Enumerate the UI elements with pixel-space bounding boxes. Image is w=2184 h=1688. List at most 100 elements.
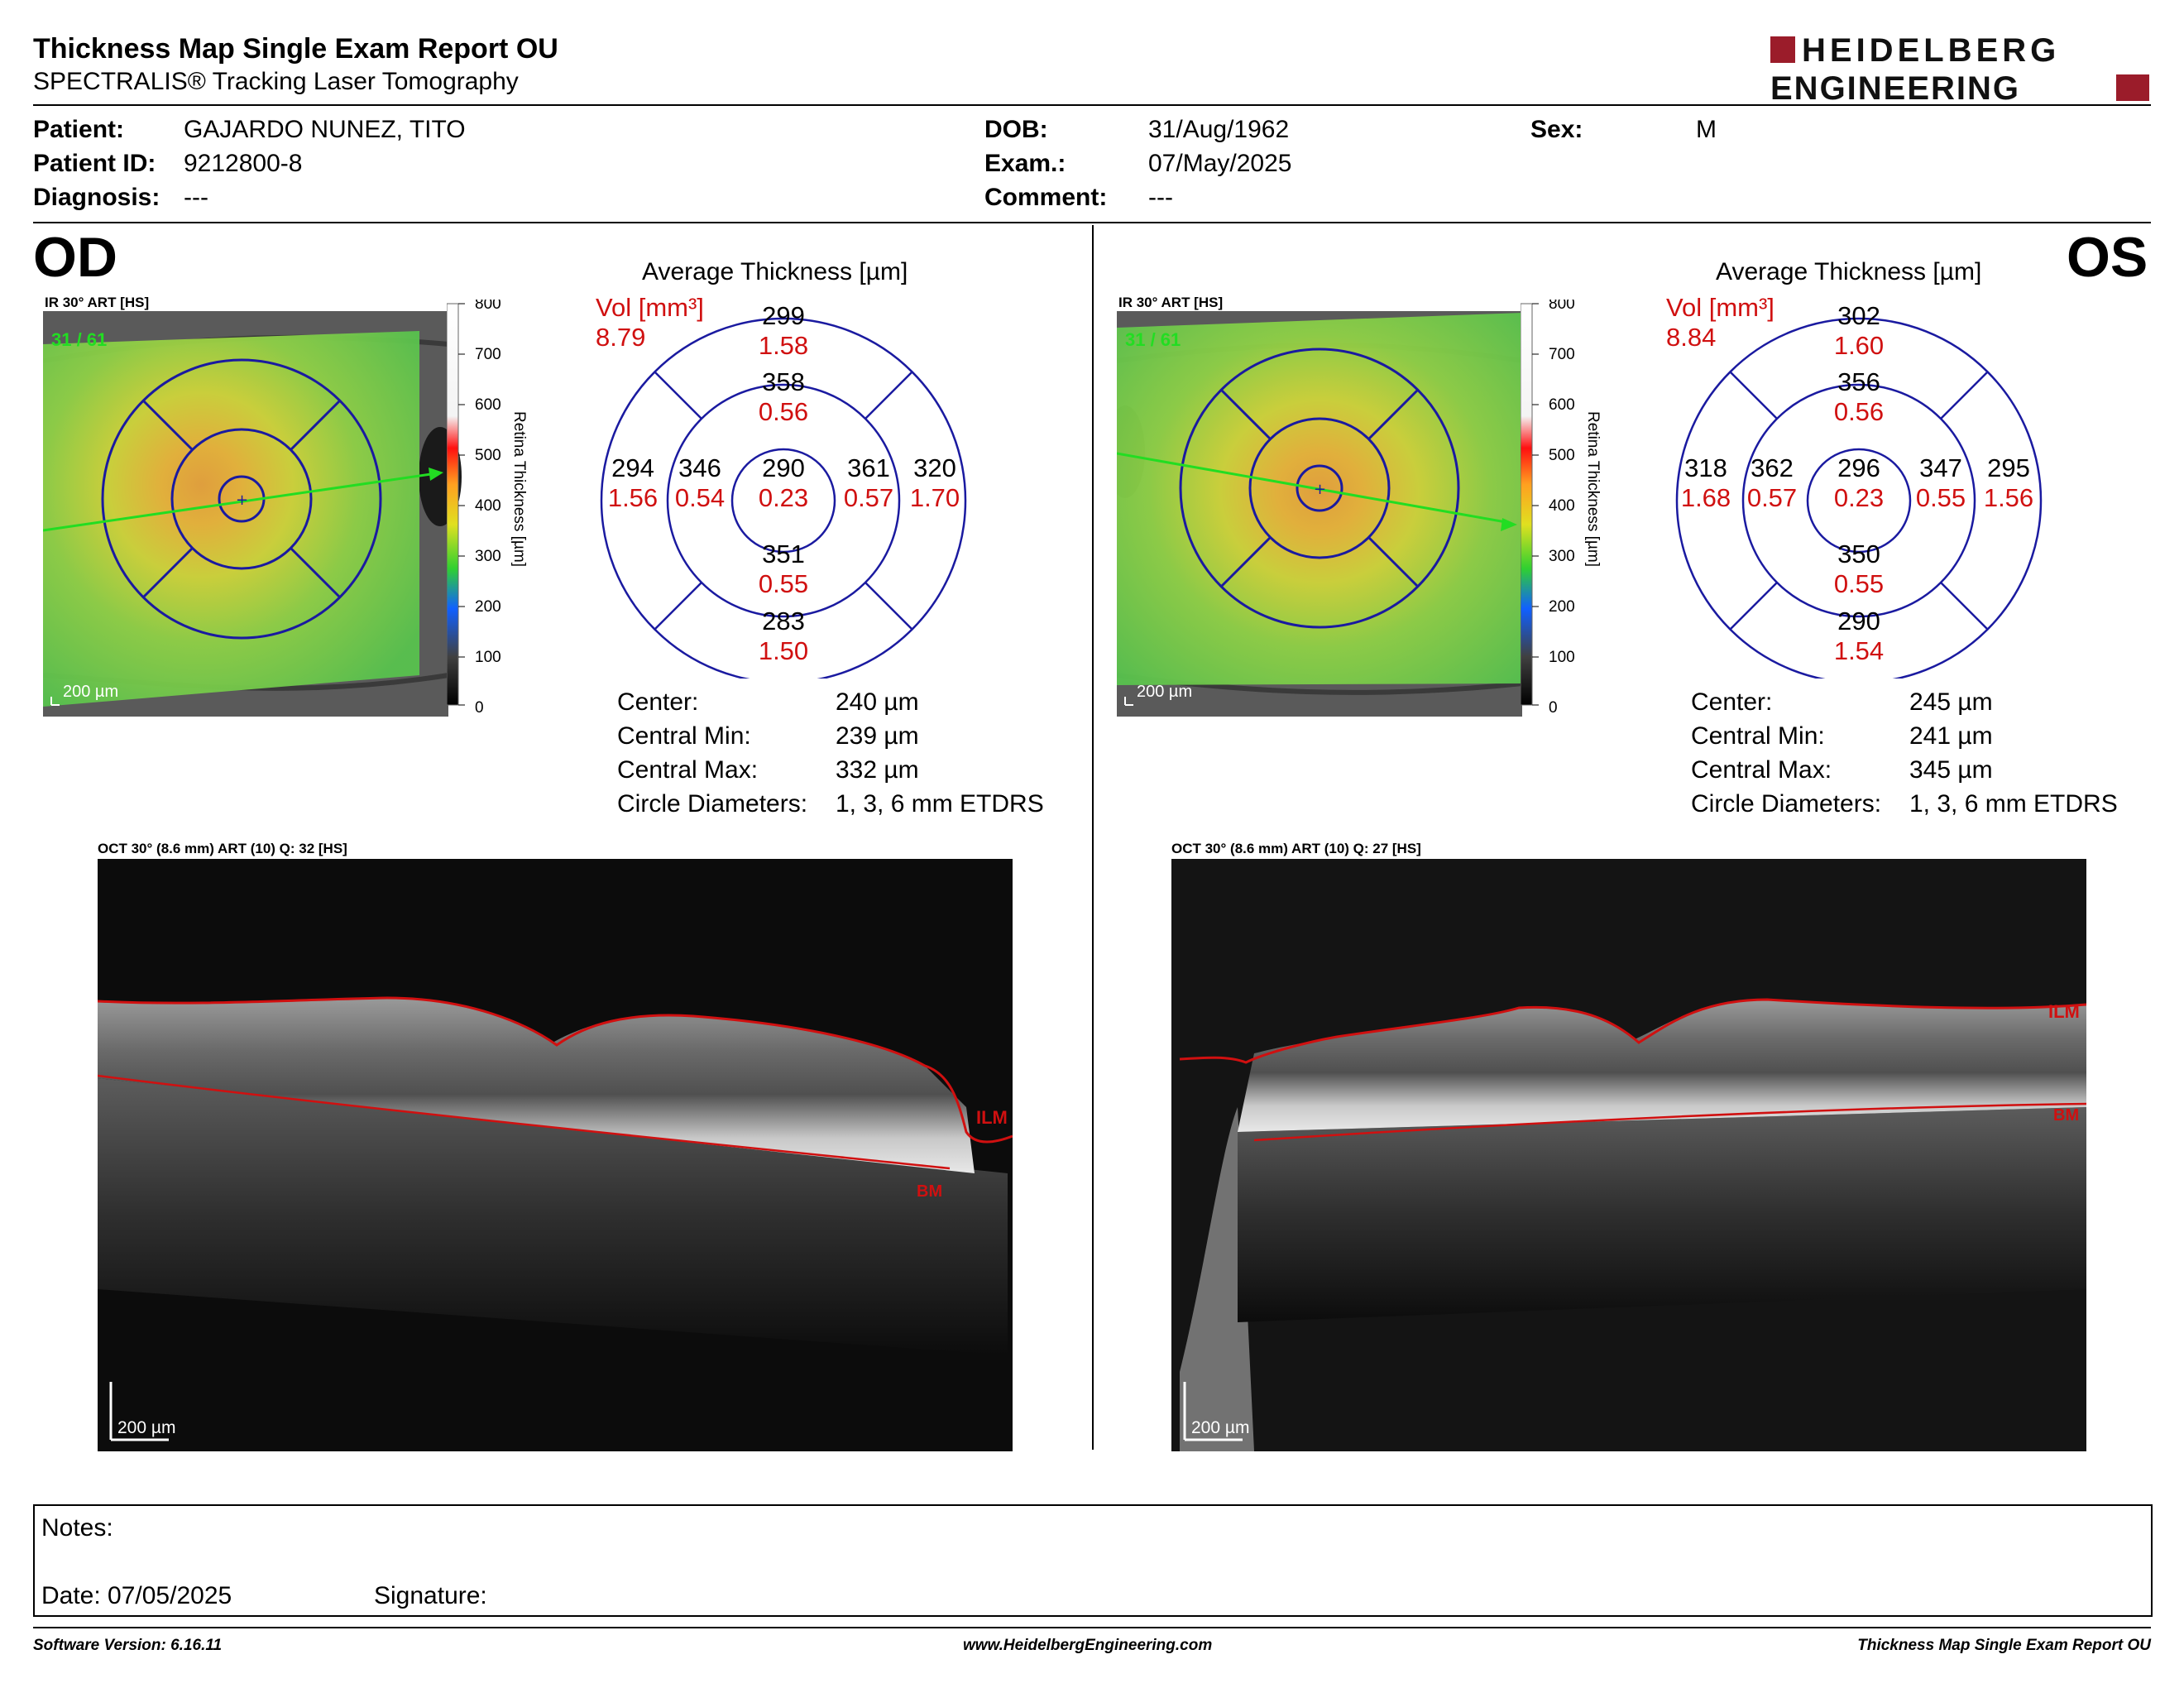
od-ilm-label: ILM <box>976 1107 1008 1128</box>
patient-id-label: Patient ID: <box>33 150 156 177</box>
os-retina-band <box>1238 1000 2086 1132</box>
heidelberg-logo: HEIDELBERG ENGINEERING <box>1770 32 2149 104</box>
os-scan-line <box>1117 452 1511 525</box>
os-ilm-line <box>1179 998 2086 1064</box>
od-outer-top-volume: 1.58 <box>759 331 808 360</box>
logo-line1: HEIDELBERG <box>1802 32 2060 69</box>
os-outer-top-thickness: 302 <box>1837 301 1880 330</box>
od-cbar-tick: 500 <box>475 447 501 464</box>
od-scan-arrow <box>429 468 443 481</box>
od-etdrs-chart: Vol [mm³] 8.79 299 1.58 358 0.56 294 1.5… <box>596 293 967 679</box>
os-art-count: 31 / 61 <box>1125 329 1181 350</box>
od-inner-top-thickness: 358 <box>762 367 805 396</box>
os-scan-arrow <box>1501 518 1517 531</box>
patient-id-value: 9212800-8 <box>184 150 303 177</box>
os-stat-value: 241 µm <box>1909 722 1993 750</box>
os-cbar-tick: 100 <box>1549 649 1575 666</box>
os-vol-total: 8.84 <box>1666 323 1716 352</box>
od-stat-value: 240 µm <box>836 688 919 716</box>
od-oct-scale-bar: 200 µm <box>117 1418 175 1437</box>
od-fovea-cross: + <box>236 492 248 509</box>
od-stat-label: Circle Diameters: <box>617 790 808 818</box>
od-outer-bottom-volume: 1.50 <box>759 636 808 665</box>
os-outer-bottom-volume: 1.54 <box>1834 636 1884 665</box>
od-outer-top-thickness: 299 <box>762 301 805 330</box>
od-outer-right-volume: 1.70 <box>910 483 960 512</box>
os-colorbar-label: Retina Thickness [µm] <box>1584 411 1602 567</box>
exam-label: Exam.: <box>984 150 1066 177</box>
os-thickness-map: 31 / 61 + 200 µm <box>1117 311 1523 717</box>
os-colorbar: 800 700 600 500 400 300 200 100 0 Retina… <box>1521 300 1602 717</box>
signature-label: Signature: <box>374 1582 487 1609</box>
os-cbar-tick: 0 <box>1549 699 1558 717</box>
od-oct-bscan: ILM BM 200 µm <box>98 859 1013 1451</box>
website-link[interactable]: www.HeidelbergEngineering.com <box>963 1637 1213 1654</box>
report-title: Thickness Map Single Exam Report OU <box>33 33 558 65</box>
os-stat-label: Circle Diameters: <box>1691 790 1882 818</box>
comment-value: --- <box>1148 184 1173 211</box>
od-scale-bar: 200 µm <box>63 683 118 701</box>
os-eye-label: OS <box>2067 226 2148 289</box>
os-stat-value: 1, 3, 6 mm ETDRS <box>1909 790 2118 818</box>
notes-box[interactable] <box>33 1504 2153 1617</box>
patient-value: GAJARDO NUNEZ, TITO <box>184 116 466 143</box>
od-stat-value: 1, 3, 6 mm ETDRS <box>836 790 1044 818</box>
od-inner-left-volume: 0.54 <box>675 483 725 512</box>
os-bm-label: BM <box>2053 1106 2079 1125</box>
od-cbar-tick: 0 <box>475 699 484 717</box>
os-outer-right-volume: 1.56 <box>1984 483 2033 512</box>
od-colorbar-gradient <box>447 303 459 706</box>
os-outer-left-volume: 1.68 <box>1681 483 1731 512</box>
patient-rule <box>33 222 2151 223</box>
os-inner-bottom-thickness: 350 <box>1837 539 1880 568</box>
od-inner-right-thickness: 361 <box>847 453 890 482</box>
os-oct-scale-corner <box>1183 1382 1243 1441</box>
sex-value: M <box>1696 116 1717 143</box>
os-stat-value: 245 µm <box>1909 688 1993 716</box>
od-vol-label: Vol [mm³] <box>596 293 704 322</box>
od-inner-top-volume: 0.56 <box>759 397 808 426</box>
report-subtitle: SPECTRALIS® Tracking Laser Tomography <box>33 68 519 95</box>
od-colorbar-label: Retina Thickness [µm] <box>510 411 528 567</box>
notes-date: Date: 07/05/2025 <box>41 1582 232 1609</box>
os-center-volume: 0.23 <box>1834 483 1884 512</box>
od-etdrs-grid <box>101 358 382 640</box>
od-stat-value: 239 µm <box>836 722 919 750</box>
od-bm-label: BM <box>917 1182 942 1201</box>
od-center-thickness: 290 <box>762 453 805 482</box>
software-version: Software Version: 6.16.11 <box>33 1637 223 1654</box>
header-rule <box>33 104 2151 106</box>
od-art-count: 31 / 61 <box>51 329 107 350</box>
od-stat-label: Central Max: <box>617 756 759 784</box>
os-stat-label: Center: <box>1691 688 1773 716</box>
os-cbar-tick: 200 <box>1549 598 1575 616</box>
od-thickness-map: 31 / 61 + 200 µm <box>43 311 462 717</box>
od-colorbar: 800 700 600 500 400 300 200 100 0 Retina… <box>447 300 528 717</box>
os-ilm-label: ILM <box>2048 1001 2080 1022</box>
os-stat-label: Central Max: <box>1691 756 1832 784</box>
os-cbar-tick: 700 <box>1549 346 1575 363</box>
exam-value: 07/May/2025 <box>1148 150 1292 177</box>
os-colorbar-gradient <box>1521 303 1533 706</box>
od-vol-total: 8.79 <box>596 323 645 352</box>
footer-rule <box>33 1627 2151 1628</box>
od-inner-bottom-volume: 0.55 <box>759 569 808 598</box>
od-choroid <box>98 1078 1008 1355</box>
od-inner-left-thickness: 346 <box>678 453 721 482</box>
os-oct-bscan: ILM BM 200 µm <box>1171 859 2086 1451</box>
od-retina-band <box>98 998 975 1173</box>
dob-value: 31/Aug/1962 <box>1148 116 1290 143</box>
od-cbar-tick: 300 <box>475 548 501 565</box>
os-thickness-overlay <box>1117 313 1522 685</box>
os-etdrs-chart: Vol [mm³] 8.84 302 1.60 356 0.56 318 1.6… <box>1666 293 2043 679</box>
os-stat-label: Central Min: <box>1691 722 1825 750</box>
dob-label: DOB: <box>984 116 1048 143</box>
os-cbar-tick: 400 <box>1549 497 1575 515</box>
od-ilm-line <box>98 996 1013 1144</box>
od-eye-label: OD <box>33 226 117 289</box>
logo-line2: ENGINEERING <box>1770 70 2020 104</box>
os-cbar-tick: 600 <box>1549 396 1575 414</box>
os-bm-line <box>1253 1102 2086 1142</box>
od-cbar-tick: 800 <box>475 300 501 313</box>
os-cbar-tick: 300 <box>1549 548 1575 565</box>
